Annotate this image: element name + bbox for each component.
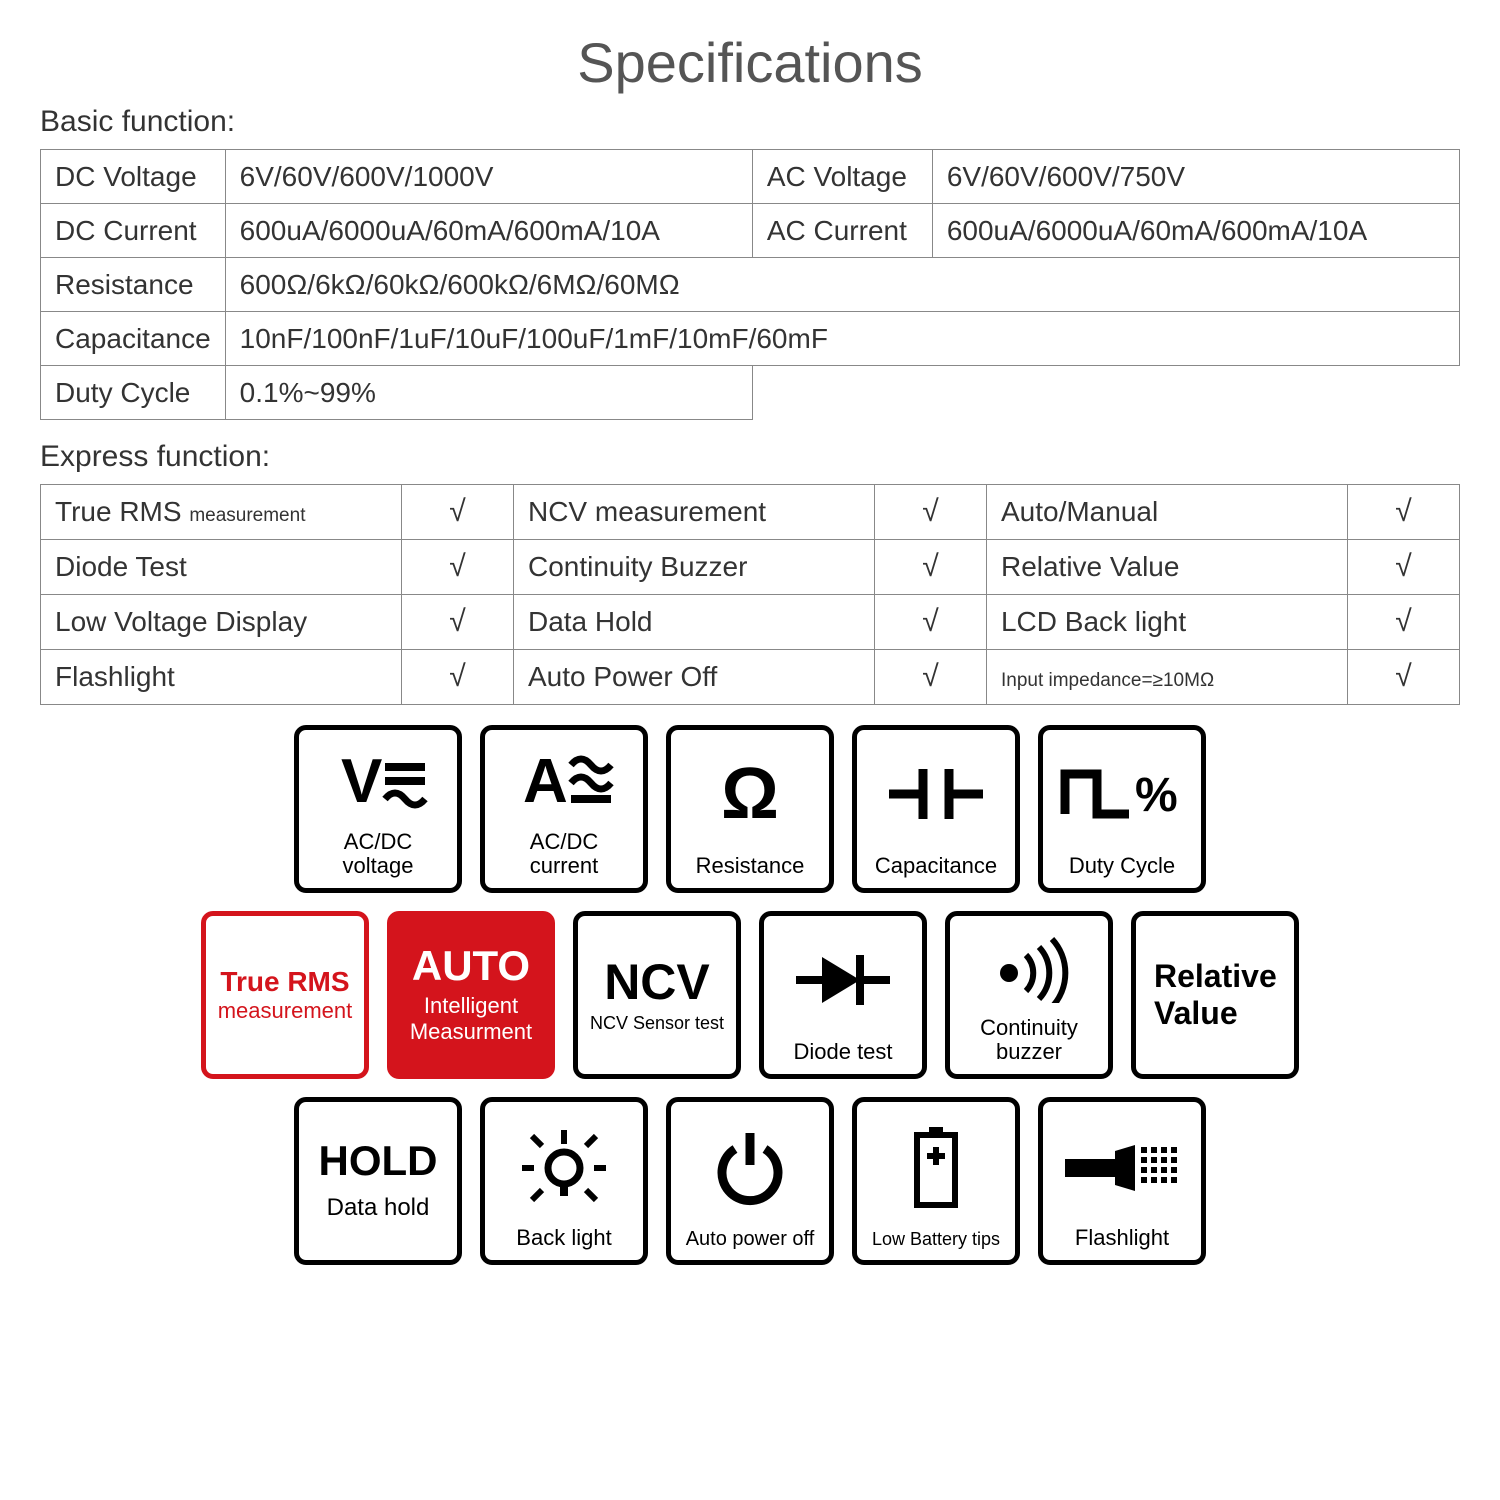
feat-flashlight: Flashlight bbox=[41, 650, 402, 705]
feat-input-impedance: Input impedance=≥10MΩ bbox=[986, 650, 1347, 705]
icon-label: Auto power off bbox=[686, 1228, 815, 1256]
cell-ac-voltage-value: 6V/60V/600V/750V bbox=[932, 150, 1459, 204]
icon-row-1: V AC/DCvoltage A AC/DCcurrent Ω Resistan… bbox=[40, 725, 1460, 893]
icon-label: Back light bbox=[516, 1226, 611, 1256]
express-function-label: Express function: bbox=[40, 440, 1460, 474]
table-row: DC Current 600uA/6000uA/60mA/600mA/10A A… bbox=[41, 204, 1460, 258]
icon-label: Resistance bbox=[696, 854, 805, 884]
tick: √ bbox=[1347, 485, 1459, 540]
ncv-icon: NCV NCV Sensor test bbox=[573, 911, 741, 1079]
diode-icon: Diode test bbox=[759, 911, 927, 1079]
tick: √ bbox=[1347, 650, 1459, 705]
feat-ncv: NCV measurement bbox=[513, 485, 874, 540]
page-title: Specifications bbox=[40, 30, 1460, 95]
tick: √ bbox=[401, 595, 513, 650]
tick: √ bbox=[874, 485, 986, 540]
feat-true-rms: True RMS measurement bbox=[41, 485, 402, 540]
auto-icon: AUTO IntelligentMeasurment bbox=[387, 911, 555, 1079]
icon-label: AC/DCvoltage bbox=[343, 830, 414, 884]
cell-ac-current-value: 600uA/6000uA/60mA/600mA/10A bbox=[932, 204, 1459, 258]
cell-duty-cycle-value: 0.1%~99% bbox=[225, 366, 752, 420]
resistance-icon: Ω Resistance bbox=[666, 725, 834, 893]
tick: √ bbox=[1347, 595, 1459, 650]
cell-resistance-value: 600Ω/6kΩ/60kΩ/600kΩ/6MΩ/60MΩ bbox=[225, 258, 1459, 312]
icon-row-2: True RMS measurement AUTO IntelligentMea… bbox=[40, 911, 1460, 1079]
icon-label-sub: Value bbox=[1154, 995, 1238, 1032]
cell-dc-current-value: 600uA/6000uA/60mA/600mA/10A bbox=[225, 204, 752, 258]
tick: √ bbox=[874, 540, 986, 595]
voltage-icon: V AC/DCvoltage bbox=[294, 725, 462, 893]
cell-dc-voltage-label: DC Voltage bbox=[41, 150, 226, 204]
cell-ac-voltage-label: AC Voltage bbox=[752, 150, 932, 204]
icon-label-sub: measurement bbox=[218, 998, 353, 1024]
tick: √ bbox=[874, 650, 986, 705]
cell-capacitance-label: Capacitance bbox=[41, 312, 226, 366]
feat-relative: Relative Value bbox=[986, 540, 1347, 595]
svg-text:V: V bbox=[341, 747, 382, 816]
icon-label: True RMS bbox=[220, 966, 349, 998]
power-off-icon: Auto power off bbox=[666, 1097, 834, 1265]
feat-continuity: Continuity Buzzer bbox=[513, 540, 874, 595]
duty-cycle-icon: % Duty Cycle bbox=[1038, 725, 1206, 893]
relative-icon: Relative Value bbox=[1131, 911, 1299, 1079]
icon-label: AC/DCcurrent bbox=[530, 830, 598, 884]
flashlight-icon: Flashlight bbox=[1038, 1097, 1206, 1265]
icon-label: Duty Cycle bbox=[1069, 854, 1175, 884]
hold-icon: HOLD Data hold bbox=[294, 1097, 462, 1265]
feat-diode: Diode Test bbox=[41, 540, 402, 595]
feat-auto-manual: Auto/Manual bbox=[986, 485, 1347, 540]
cell-resistance-label: Resistance bbox=[41, 258, 226, 312]
table-row: Duty Cycle 0.1%~99% bbox=[41, 366, 1460, 420]
capacitance-icon: Capacitance bbox=[852, 725, 1020, 893]
continuity-icon: Continuitybuzzer bbox=[945, 911, 1113, 1079]
table-row: Resistance 600Ω/6kΩ/60kΩ/600kΩ/6MΩ/60MΩ bbox=[41, 258, 1460, 312]
feat-backlight: LCD Back light bbox=[986, 595, 1347, 650]
basic-function-table: DC Voltage 6V/60V/600V/1000V AC Voltage … bbox=[40, 149, 1460, 420]
cell-dc-current-label: DC Current bbox=[41, 204, 226, 258]
icon-label: Continuitybuzzer bbox=[980, 1016, 1078, 1070]
tick: √ bbox=[1347, 540, 1459, 595]
table-row: Low Voltage Display √ Data Hold √ LCD Ba… bbox=[41, 595, 1460, 650]
icon-row-3: HOLD Data hold Back light bbox=[40, 1097, 1460, 1265]
svg-text:A: A bbox=[523, 747, 568, 816]
icon-label-sub: NCV Sensor test bbox=[590, 1013, 724, 1034]
feat-auto-power-off: Auto Power Off bbox=[513, 650, 874, 705]
cell-ac-current-label: AC Current bbox=[752, 204, 932, 258]
icon-label: Flashlight bbox=[1075, 1226, 1169, 1256]
tick: √ bbox=[401, 485, 513, 540]
icon-label: Capacitance bbox=[875, 854, 997, 884]
icon-label-sub: IntelligentMeasurment bbox=[410, 993, 532, 1045]
icon-grid: V AC/DCvoltage A AC/DCcurrent Ω Resistan… bbox=[40, 725, 1460, 1265]
cell-capacitance-value: 10nF/100nF/1uF/10uF/100uF/1mF/10mF/60mF bbox=[225, 312, 1459, 366]
backlight-icon: Back light bbox=[480, 1097, 648, 1265]
icon-label: NCV bbox=[604, 957, 710, 1007]
icon-label: Relative bbox=[1154, 958, 1277, 995]
feat-data-hold: Data Hold bbox=[513, 595, 874, 650]
icon-label-sub: Data hold bbox=[327, 1194, 430, 1222]
basic-function-label: Basic function: bbox=[40, 105, 1460, 139]
tick: √ bbox=[874, 595, 986, 650]
table-row: Capacitance 10nF/100nF/1uF/10uF/100uF/1m… bbox=[41, 312, 1460, 366]
express-function-table: True RMS measurement √ NCV measurement √… bbox=[40, 484, 1460, 705]
table-row: DC Voltage 6V/60V/600V/1000V AC Voltage … bbox=[41, 150, 1460, 204]
cell-duty-cycle-label: Duty Cycle bbox=[41, 366, 226, 420]
feat-low-voltage: Low Voltage Display bbox=[41, 595, 402, 650]
true-rms-icon: True RMS measurement bbox=[201, 911, 369, 1079]
table-row: True RMS measurement √ NCV measurement √… bbox=[41, 485, 1460, 540]
current-icon: A AC/DCcurrent bbox=[480, 725, 648, 893]
table-row: Flashlight √ Auto Power Off √ Input impe… bbox=[41, 650, 1460, 705]
icon-label: HOLD bbox=[319, 1140, 438, 1182]
icon-label: Diode test bbox=[793, 1040, 892, 1070]
tick: √ bbox=[401, 540, 513, 595]
table-row: Diode Test √ Continuity Buzzer √ Relativ… bbox=[41, 540, 1460, 595]
icon-label: AUTO bbox=[412, 945, 530, 987]
cell-dc-voltage-value: 6V/60V/600V/1000V bbox=[225, 150, 752, 204]
icon-label: Low Battery tips bbox=[872, 1230, 1000, 1256]
svg-text:%: % bbox=[1135, 769, 1178, 822]
tick: √ bbox=[401, 650, 513, 705]
low-battery-icon: Low Battery tips bbox=[852, 1097, 1020, 1265]
